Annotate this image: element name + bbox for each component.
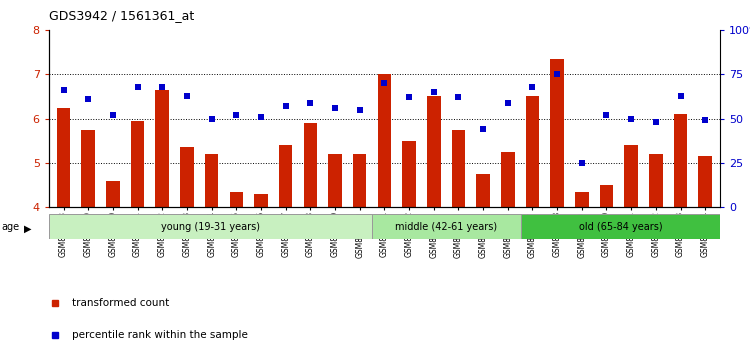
Bar bbox=[501, 152, 515, 207]
Point bbox=[82, 96, 94, 102]
Point bbox=[502, 100, 514, 105]
Text: young (19-31 years): young (19-31 years) bbox=[160, 222, 260, 232]
Point bbox=[674, 93, 686, 98]
Bar bbox=[205, 154, 218, 207]
Point bbox=[181, 93, 193, 98]
Bar bbox=[452, 130, 465, 207]
Point bbox=[255, 114, 267, 120]
Bar bbox=[476, 174, 490, 207]
Bar bbox=[372, 214, 521, 239]
Bar bbox=[230, 192, 243, 207]
Point bbox=[626, 116, 638, 121]
Point bbox=[526, 84, 538, 90]
Point bbox=[131, 84, 143, 90]
Bar bbox=[550, 59, 564, 207]
Point bbox=[329, 105, 341, 111]
Point bbox=[230, 112, 242, 118]
Bar bbox=[402, 141, 416, 207]
Bar bbox=[82, 130, 95, 207]
Point bbox=[280, 103, 292, 109]
Point bbox=[206, 116, 218, 121]
Bar bbox=[526, 96, 539, 207]
Point bbox=[304, 100, 316, 105]
Point bbox=[601, 112, 613, 118]
Point bbox=[551, 72, 563, 77]
Bar bbox=[427, 96, 440, 207]
Bar bbox=[624, 145, 638, 207]
Point bbox=[58, 87, 70, 93]
Point bbox=[156, 84, 168, 90]
Text: transformed count: transformed count bbox=[72, 298, 170, 308]
Point bbox=[354, 107, 366, 113]
Bar bbox=[130, 121, 145, 207]
Bar bbox=[57, 108, 70, 207]
Bar bbox=[180, 147, 194, 207]
Bar bbox=[304, 123, 317, 207]
Bar bbox=[521, 214, 720, 239]
Bar bbox=[254, 194, 268, 207]
Bar bbox=[328, 154, 342, 207]
Bar bbox=[600, 185, 613, 207]
Text: age: age bbox=[2, 222, 20, 232]
Point bbox=[427, 89, 439, 95]
Text: ▶: ▶ bbox=[24, 223, 32, 233]
Text: middle (42-61 years): middle (42-61 years) bbox=[395, 222, 497, 232]
Bar bbox=[698, 156, 712, 207]
Text: GDS3942 / 1561361_at: GDS3942 / 1561361_at bbox=[49, 9, 194, 22]
Point bbox=[452, 95, 464, 100]
Bar bbox=[377, 74, 392, 207]
Point bbox=[576, 160, 588, 166]
Point bbox=[107, 112, 119, 118]
Point bbox=[699, 118, 711, 123]
Bar bbox=[353, 154, 367, 207]
Point bbox=[477, 126, 489, 132]
Bar bbox=[106, 181, 120, 207]
Point bbox=[403, 95, 415, 100]
Text: percentile rank within the sample: percentile rank within the sample bbox=[72, 330, 248, 339]
Point bbox=[378, 80, 390, 86]
Bar bbox=[575, 192, 589, 207]
Bar bbox=[279, 145, 292, 207]
Bar bbox=[674, 114, 687, 207]
Bar bbox=[49, 214, 372, 239]
Bar bbox=[155, 90, 169, 207]
Point bbox=[650, 119, 662, 125]
Text: old (65-84 years): old (65-84 years) bbox=[579, 222, 662, 232]
Bar bbox=[649, 154, 662, 207]
